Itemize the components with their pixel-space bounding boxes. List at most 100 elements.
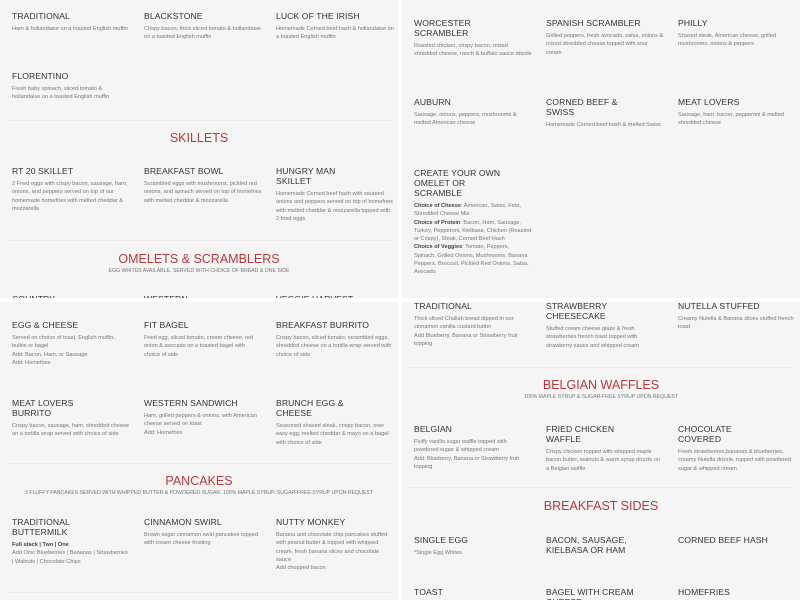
menu-item-title: BELGIAN <box>414 424 452 434</box>
menu-item-description: Seasoned shaved steak, crispy bacon, ove… <box>276 422 394 447</box>
menu-item-description: Fried egg, sliced tomato, cream cheese, … <box>144 334 262 359</box>
menu-item-title: AUBURN <box>414 97 451 107</box>
menu-item: CINNAMON SWIRL Brown sugar cinnamon swirl… <box>144 517 262 548</box>
menu-item: NUTELLA STUFFED Creamy Nutella & Banana s… <box>678 302 796 332</box>
menu-item-title: TRADITIONAL BUTTERMILK <box>12 517 70 537</box>
description-line: Choice of Cheese: American, Swiss, Feta,… <box>414 202 532 219</box>
menu-item: FLORENTINO Fresh baby spinach, sliced tom… <box>12 71 130 102</box>
menu-item-description: Ham & hollandaise on a toasted English m… <box>12 25 130 33</box>
section-subtitle: EGG WHITES AVAILABLE. SERVED WITH CHOICE… <box>108 268 290 274</box>
description-line: Crispy chicken topped with whipped maple… <box>546 449 661 472</box>
description-line: Crispy bacon, thick sliced tomato & holl… <box>144 26 261 41</box>
menu-item: TRADITIONAL Ham & hollandaise on a toaste… <box>12 11 130 33</box>
menu-item-title: BREAKFAST BURRITO <box>276 320 370 330</box>
menu-item-description: Scrambled eggs with mushrooms, pickled r… <box>144 180 262 205</box>
description-line: Brown sugar cinnamon swirl pancakes topp… <box>144 532 259 547</box>
description-text: : Tomato, Peppers, Spinach, Grilled Onio… <box>414 244 529 276</box>
menu-item-title: HUNGRY MAN SKILLET <box>276 166 336 186</box>
menu-item-description: Crispy bacon, thick sliced tomato & holl… <box>144 25 262 42</box>
menu-panel: SKILLETS OMELETS & SCRAMBLERS EGG WHITES A… <box>0 0 398 298</box>
description-line: Ham & hollandaise on a toasted English m… <box>12 26 128 32</box>
menu-item-title: MEAT LOVERS <box>678 97 740 107</box>
menu-item: BLACKSTONE Crispy bacon, thick sliced tom… <box>144 11 262 42</box>
menu-item-title: FLORENTINO <box>12 71 69 81</box>
menu-item-description: 2 Fried eggs with crispy bacon, sausage,… <box>12 180 130 213</box>
description-line: 2 Fried eggs with crispy bacon, sausage,… <box>12 181 128 212</box>
menu-item-title: BAGEL WITH CREAM CHEESE <box>546 587 634 600</box>
description-line: Seasoned shaved steak, crispy bacon, ove… <box>276 423 389 446</box>
section-heading: PANCAKES <box>165 474 233 488</box>
menu-item: MEAT LOVERS Sausage, ham, bacon, pepperon… <box>678 97 796 128</box>
menu-item-description: Stuffed cream cheese glaze & fresh straw… <box>546 325 664 350</box>
menu-item-title: WESTERN SANDWICH <box>144 398 238 408</box>
description-line: Banana and chocolate chip pancakes stuff… <box>276 532 388 563</box>
description-line: Add: Bacon, Ham, or Sausage <box>12 351 88 358</box>
menu-item-title: MEAT LOVERS BURRITO <box>12 398 74 418</box>
menu-item: TRADITIONAL Thick sliced Challah bread di… <box>414 302 532 348</box>
description-line: Fluffy vanilla sugar waffle topped with … <box>414 439 507 454</box>
description-line: Choice of Protein: Bacon, Ham, Sausage, … <box>414 219 532 244</box>
menu-item-title: VEGGIE HARVEST <box>276 294 366 298</box>
menu-item-description: Banana and chocolate chip pancakes stuff… <box>276 531 394 572</box>
section-heading: BELGIAN WAFFLES <box>542 378 660 392</box>
menu-panel: PANCAKES 3 FLUFFY PANCAKES SERVED WITH WH… <box>0 302 398 600</box>
section-heading: SKILLETS <box>169 131 229 145</box>
menu-item: TRADITIONAL BUTTERMILK Full stack | Two |… <box>12 517 130 566</box>
menu-item: AUBURN Sausage, onions, peppers, mushroom… <box>414 97 532 128</box>
description-line: Add: Homefries <box>12 359 51 366</box>
menu-item-description: Fresh strawberries,bananas & blueberries… <box>678 448 796 473</box>
menu-item-title: TRADITIONAL <box>414 302 472 311</box>
menu-item-title: BREAKFAST BOWL <box>144 166 224 176</box>
menu-item-description: Roasted chicken, crispy bacon, mixed shr… <box>414 42 532 59</box>
menu-item: VEGGIE HARVEST <box>276 294 394 298</box>
section-divider <box>8 592 390 593</box>
menu-item-description: Brown sugar cinnamon swirl pancakes topp… <box>144 531 262 548</box>
section-divider <box>8 240 390 241</box>
description-line: Homemade Corned beef hash with sauteed o… <box>276 191 393 222</box>
menu-item: BREAKFAST BURRITO Crispy bacon, sliced to… <box>276 320 394 359</box>
menu-item-title: CORNED BEEF HASH <box>678 535 768 545</box>
description-label: Choice of Protein <box>414 219 461 226</box>
menu-item-title: LUCK OF THE IRISH <box>276 11 360 21</box>
menu-item-title: FIT BAGEL <box>144 320 189 330</box>
menu-item-title: BRUNCH EGG & CHEESE <box>276 398 344 418</box>
menu-item: EGG & CHEESE Served on choice of toast, E… <box>12 320 130 367</box>
section-divider <box>410 367 792 368</box>
description-line: Homemade Corned beef hash & hollandaise … <box>276 26 394 41</box>
menu-item-title: RT 20 SKILLET <box>12 166 74 176</box>
menu-item-title: BLACKSTONE <box>144 11 203 21</box>
description-line: Ham, grilled peppers & onions, with Amer… <box>144 413 257 428</box>
description-line: Fried egg, sliced tomato, cream cheese, … <box>144 335 254 358</box>
section-heading: BREAKFAST SIDES <box>543 499 659 513</box>
menu-item-description: Homemade Corned beef hash with sauteed o… <box>276 190 394 223</box>
menu-item: RT 20 SKILLET 2 Fried eggs with crispy ba… <box>12 166 130 213</box>
menu-item-description: Creamy Nutella & Banana slices stuffed f… <box>678 315 796 332</box>
menu-item-description: Crispy bacon, sliced tomato, scrambled e… <box>276 334 394 359</box>
section-divider <box>410 487 792 488</box>
description-line: Crispy bacon, sausage, ham, shredded che… <box>12 423 129 438</box>
menu-item: CHOCOLATE COVERED Fresh strawberries,bana… <box>678 424 796 473</box>
menu-item-title: WESTERN <box>144 294 262 298</box>
menu-item-title: HOMEFRIES <box>678 587 730 597</box>
menu-item-title: BACON, SAUSAGE, KIELBASA OR HAM <box>546 535 627 555</box>
menu-item: COUNTRY <box>12 294 130 298</box>
description-label: Choice of Veggies <box>414 244 463 251</box>
menu-panel: BELGIAN WAFFLES 100% MAPLE SYRUP & SUGAR-… <box>402 302 800 600</box>
description-line: Sausage, ham, bacon, pepperoni & melted … <box>678 112 785 127</box>
description-line: Fresh strawberries,bananas & blueberries… <box>678 449 791 472</box>
menu-item: WESTERN <box>144 294 262 298</box>
description-line: Stuffed cream cheese glaze & fresh straw… <box>546 326 639 349</box>
menu-item-description: Grilled peppers, fresh avocado, salsa, o… <box>546 32 664 57</box>
menu-item: LUCK OF THE IRISH Homemade Corned beef ha… <box>276 11 394 42</box>
menu-item: WORCESTER SCRAMBLER Roasted chicken, cris… <box>414 18 532 59</box>
menu-item: BAGEL WITH CREAM CHEESE <box>546 587 664 600</box>
menu-panel: WORCESTER SCRAMBLER Roasted chicken, cris… <box>402 0 800 298</box>
menu-item-title: CHOCOLATE COVERED <box>678 424 732 444</box>
section-heading: OMELETS & SCRAMBLERS <box>118 252 280 266</box>
menu-item-description: *Single Egg Whites <box>414 549 532 557</box>
menu-item-description: Crispy chicken topped with whipped maple… <box>546 448 664 473</box>
menu-item: CORNED BEEF HASH <box>678 535 796 545</box>
description-line: Scrambled eggs with mushrooms, pickled r… <box>144 181 262 204</box>
menu-item-description: Shaved steak, American cheese, grilled m… <box>678 32 796 49</box>
menu-item-title: CORNED BEEF & SWISS <box>546 97 618 117</box>
